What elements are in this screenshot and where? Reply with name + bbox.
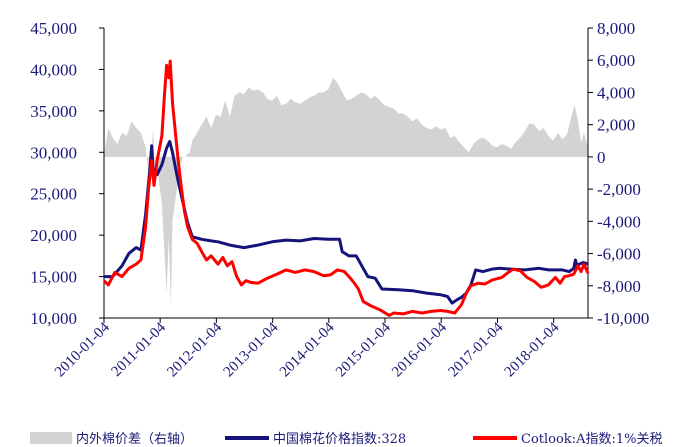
legend-item-spread: 内外棉价差（右轴） bbox=[30, 428, 193, 447]
y-right-tick-label: 2,000 bbox=[597, 116, 635, 135]
y-left-tick-label: 40,000 bbox=[30, 60, 77, 79]
y-left-tick-label: 10,000 bbox=[30, 309, 77, 328]
y-left-tick-label: 30,000 bbox=[30, 143, 77, 162]
legend-item-china-index: 中国棉花价格指数:328 bbox=[225, 428, 406, 447]
y-left-tick-label: 35,000 bbox=[30, 102, 77, 121]
x-tick-label: 2014-01-04 bbox=[277, 319, 338, 380]
x-tick-label: 2017-01-04 bbox=[446, 319, 507, 380]
legend-swatch-spread bbox=[30, 431, 72, 444]
y-left-tick-label: 25,000 bbox=[30, 185, 77, 204]
y-left-tick-label: 15,000 bbox=[30, 268, 77, 287]
y-right-tick-label: -6,000 bbox=[597, 245, 641, 264]
y-right-tick-label: 8,000 bbox=[597, 19, 635, 38]
x-tick-label: 2011-01-04 bbox=[109, 319, 170, 380]
y-right-tick-label: -4,000 bbox=[597, 212, 641, 231]
series-china-index-line bbox=[104, 140, 589, 305]
price-lines-layer bbox=[102, 59, 590, 317]
y-right-tick-label: -10,000 bbox=[597, 309, 649, 328]
y-right-tick-label: 6,000 bbox=[597, 51, 635, 70]
chart: 10,000 15,000 20,000 25,000 30,000 35,000 40,0… bbox=[30, 19, 649, 380]
legend-item-cotlook: Cotlook:A指数:1%关税 bbox=[473, 428, 662, 447]
tick-labels-layer: 10,000 15,000 20,000 25,000 30,000 35,000 40,0… bbox=[30, 19, 649, 380]
y-right-tick-label: -8,000 bbox=[597, 277, 641, 296]
legend-label-cotlook: Cotlook:A指数:1%关税 bbox=[521, 432, 663, 447]
y-right-tick-label: 0 bbox=[597, 148, 606, 167]
y-right-tick-label: 4,000 bbox=[597, 83, 635, 102]
series-spread-area bbox=[104, 77, 588, 307]
x-tick-label: 2018-01-04 bbox=[502, 319, 563, 380]
y-right-tick-label: -2,000 bbox=[597, 180, 641, 199]
legend-swatch-china-index bbox=[225, 435, 269, 440]
x-tick-label: 2010-01-04 bbox=[52, 319, 113, 380]
y-left-tick-label: 45,000 bbox=[30, 19, 77, 38]
y-left-tick-label: 20,000 bbox=[30, 226, 77, 245]
x-tick-label: 2015-01-04 bbox=[333, 319, 394, 380]
legend-swatch-cotlook bbox=[473, 435, 517, 440]
x-tick-label: 2012-01-04 bbox=[164, 319, 225, 380]
x-tick-label: 2013-01-04 bbox=[221, 319, 282, 380]
spread-area-layer bbox=[104, 77, 588, 307]
legend-label-china-index: 中国棉花价格指数:328 bbox=[273, 432, 407, 447]
x-tick-label: 2016-01-04 bbox=[389, 319, 450, 380]
series-cotlook-line bbox=[102, 59, 590, 317]
legend: 内外棉价差（右轴） 中国棉花价格指数:328 Cotlook:A指数:1%关税 bbox=[30, 428, 680, 447]
legend-label-spread: 内外棉价差（右轴） bbox=[76, 432, 194, 447]
